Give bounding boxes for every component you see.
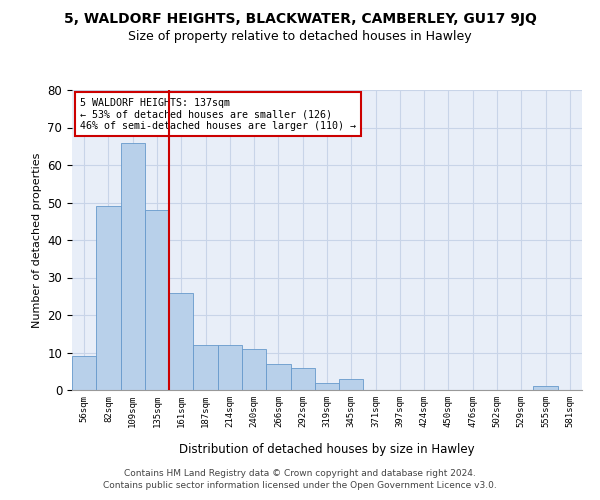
- Bar: [533, 386, 558, 390]
- Bar: [145, 210, 169, 390]
- Text: Contains HM Land Registry data © Crown copyright and database right 2024.: Contains HM Land Registry data © Crown c…: [124, 468, 476, 477]
- Bar: [218, 345, 242, 390]
- Bar: [266, 364, 290, 390]
- Bar: [242, 349, 266, 390]
- Text: 5, WALDORF HEIGHTS, BLACKWATER, CAMBERLEY, GU17 9JQ: 5, WALDORF HEIGHTS, BLACKWATER, CAMBERLE…: [64, 12, 536, 26]
- Text: Size of property relative to detached houses in Hawley: Size of property relative to detached ho…: [128, 30, 472, 43]
- Bar: [339, 379, 364, 390]
- Bar: [169, 292, 193, 390]
- Text: Contains public sector information licensed under the Open Government Licence v3: Contains public sector information licen…: [103, 481, 497, 490]
- Y-axis label: Number of detached properties: Number of detached properties: [32, 152, 42, 328]
- Bar: [72, 356, 96, 390]
- Bar: [315, 382, 339, 390]
- Bar: [121, 142, 145, 390]
- Bar: [290, 368, 315, 390]
- Bar: [193, 345, 218, 390]
- Bar: [96, 206, 121, 390]
- Text: Distribution of detached houses by size in Hawley: Distribution of detached houses by size …: [179, 442, 475, 456]
- Text: 5 WALDORF HEIGHTS: 137sqm
← 53% of detached houses are smaller (126)
46% of semi: 5 WALDORF HEIGHTS: 137sqm ← 53% of detac…: [80, 98, 356, 130]
